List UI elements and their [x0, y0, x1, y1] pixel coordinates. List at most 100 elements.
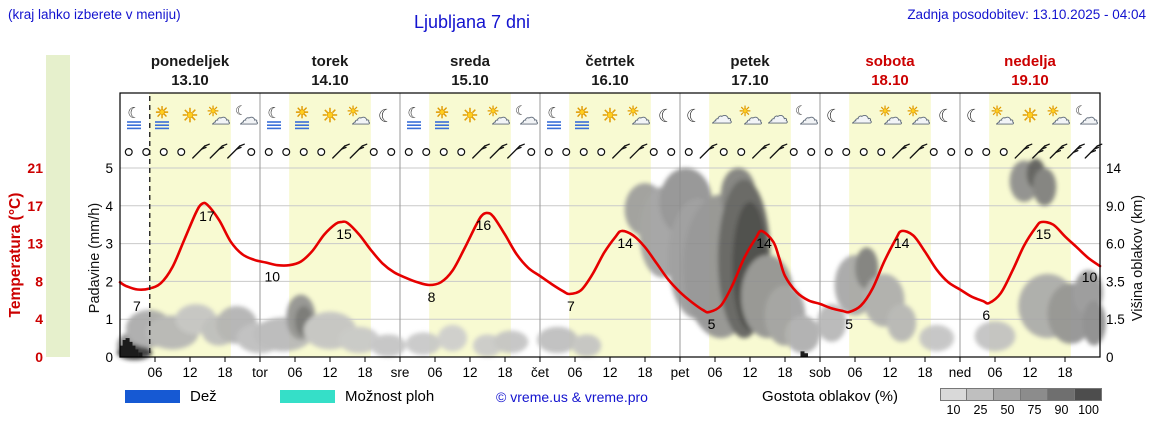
cloud-density-tick: 75 [1027, 403, 1042, 417]
barb-tick [760, 146, 767, 150]
wind-barb-icon [1067, 143, 1085, 159]
icon-glyph: ☀ [1047, 103, 1060, 119]
icon-glyph: ☀ [879, 103, 892, 119]
icon-glyph: ☁ [1052, 108, 1071, 129]
barb-shaft [629, 145, 643, 159]
sun-icon: ☀ [321, 106, 339, 128]
barb-tick [1075, 146, 1082, 150]
wind-calm-icon [544, 148, 553, 157]
wind-calm-icon [824, 148, 833, 157]
barb-shaft [507, 145, 521, 159]
barb-tick [484, 143, 490, 147]
cloud-icon: ☁ [851, 105, 873, 129]
temperature-value-label: 14 [756, 235, 772, 251]
cloud-density-tick: 10 [946, 403, 961, 417]
temp-tick-label: 0 [35, 349, 43, 365]
day-date: 16.10 [591, 72, 629, 89]
credit-link[interactable]: © vreme.us & vreme.pro [496, 389, 648, 405]
sun-cloud-icon: ☀☁ [1046, 103, 1071, 130]
moon-fog-icon: ☾ [127, 105, 141, 130]
icon-glyph: ☀ [991, 103, 1004, 119]
barb-shaft [909, 145, 923, 159]
wind-barb-icon [1049, 143, 1068, 159]
sun-cloud-icon: ☀☁ [346, 103, 371, 130]
cloud-height-tick-label: 14 [1106, 161, 1122, 176]
wind-calm-icon [649, 148, 658, 157]
time-tick-label: 06 [147, 365, 162, 380]
barb-tick [638, 146, 645, 150]
day-abbr-label: ned [949, 365, 972, 380]
wind-barb-icon [699, 143, 718, 159]
sun-cloud-icon: ☀☁ [906, 103, 931, 130]
day-abbr-label: tor [252, 365, 268, 380]
cloud-density-scale [940, 388, 1102, 401]
time-tick-label: 18 [1057, 365, 1072, 380]
barb-tick [764, 143, 770, 147]
barb-tick [361, 143, 368, 147]
fog-sun-icon: ☀ [154, 105, 170, 130]
wind-calm-icon [737, 148, 746, 157]
cloud-density-swatch [1048, 388, 1075, 401]
day-abbr-label: čet [531, 365, 549, 380]
sun-cloud-icon: ☀☁ [878, 103, 903, 130]
icon-glyph: ☀ [739, 103, 752, 119]
cloud-blob [1082, 300, 1106, 346]
icon-glyph: ☀ [295, 105, 309, 122]
wind-calm-icon [562, 148, 571, 157]
temperature-value-label: 14 [617, 235, 633, 251]
wind-calm-icon [369, 148, 378, 157]
barb-tick [1040, 146, 1047, 150]
temp-tick-label: 8 [35, 273, 43, 289]
barb-tick [480, 146, 487, 150]
barb-tick [641, 143, 648, 147]
barb-shaft [209, 145, 223, 159]
icon-glyph: ☾ [267, 105, 280, 122]
wind-barb-icon [489, 143, 508, 159]
barb-tick [204, 143, 210, 147]
wind-calm-icon [964, 148, 973, 157]
moon-cloud-icon: ☾☁ [795, 103, 819, 129]
wind-calm-icon [299, 148, 308, 157]
sun-cloud-icon: ☀☁ [486, 103, 511, 130]
wind-barb-icon [507, 143, 525, 159]
day-name: nedelja [1004, 53, 1056, 70]
temp-tick-label: 21 [27, 160, 43, 176]
cloud-blob [437, 324, 468, 352]
cloud-height-tick-label: 1.5 [1106, 312, 1125, 327]
day-name: torek [311, 53, 349, 70]
precip-bar [119, 345, 124, 357]
day-abbr-label: sre [391, 365, 410, 380]
barb-tick [1061, 143, 1068, 147]
wind-calm-icon [124, 148, 133, 157]
cloud-density-tick: 90 [1054, 403, 1069, 417]
barb-shaft [892, 145, 906, 159]
icon-glyph: ☀ [155, 105, 169, 122]
wind-calm-icon [159, 148, 168, 157]
day-name: ponedeljek [150, 53, 230, 70]
icon-glyph: ☁ [492, 108, 511, 129]
barb-tick [344, 143, 350, 147]
barb-shaft [192, 145, 206, 159]
icon-glyph: ☾ [966, 106, 982, 126]
icon-glyph: ☀ [1021, 106, 1038, 127]
cloud-blob [537, 326, 578, 354]
icon-glyph: ☁ [352, 108, 371, 129]
moon-icon: ☾ [378, 106, 394, 126]
barb-tick [624, 143, 630, 147]
cloud-density-swatch [1021, 388, 1048, 401]
icon-glyph: ☾ [378, 106, 394, 126]
cloud-height-tick-label: 6.0 [1106, 237, 1125, 252]
icon-glyph: ☀ [627, 103, 640, 119]
sun-icon: ☀ [601, 106, 619, 128]
barb-tick [904, 143, 910, 147]
barb-tick [1044, 143, 1050, 147]
icon-glyph: ☁ [240, 108, 259, 129]
time-tick-label: 18 [217, 365, 232, 380]
icon-glyph: ☀ [487, 103, 500, 119]
moon-icon: ☾ [826, 106, 842, 126]
barb-tick [218, 146, 225, 150]
wind-calm-icon [842, 148, 851, 157]
icon-glyph: ☁ [852, 105, 873, 128]
barb-shaft [349, 145, 363, 159]
wind-calm-icon [947, 148, 956, 157]
